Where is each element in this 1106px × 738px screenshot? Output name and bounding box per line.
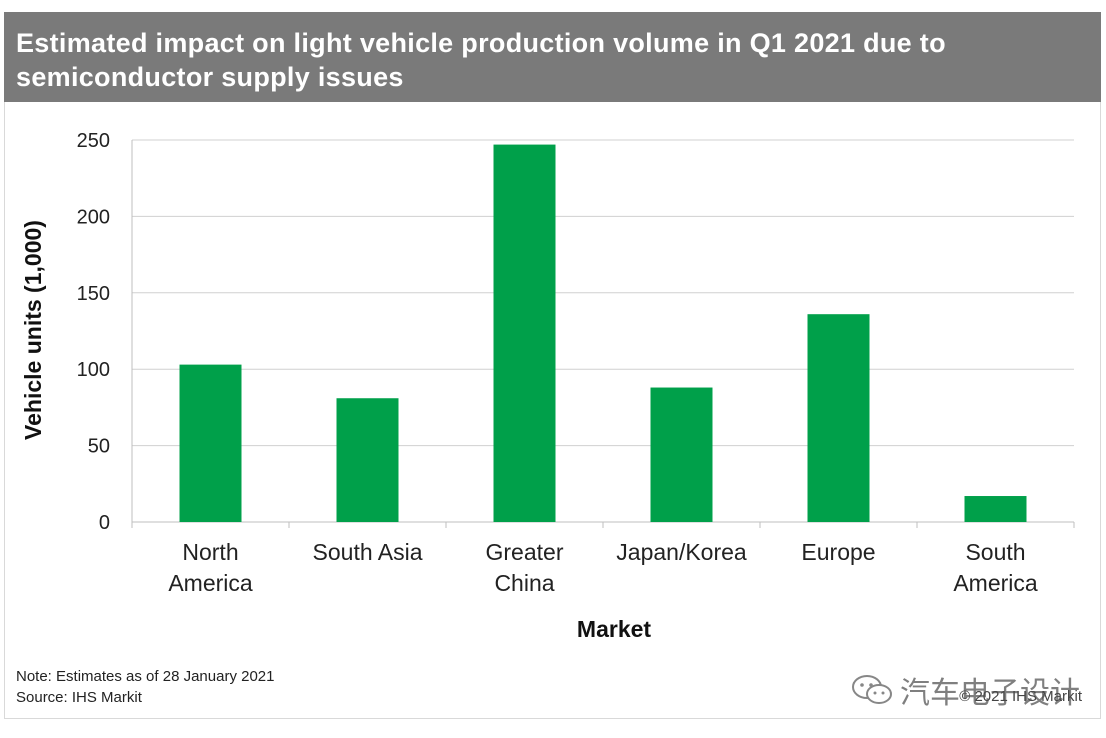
bar xyxy=(964,496,1027,522)
copyright-text: © 2021 IHS Markit xyxy=(959,688,1082,705)
y-tick-label: 150 xyxy=(77,283,110,305)
y-tick-label: 100 xyxy=(77,359,110,381)
note-text: Note: Estimates as of 28 January 2021 xyxy=(16,668,275,685)
watermark-text: 汽车电子设计 xyxy=(900,677,1080,710)
wechat-icon xyxy=(852,675,892,704)
bar xyxy=(807,314,870,522)
bar xyxy=(650,387,713,522)
x-tick-label: America xyxy=(953,570,1038,596)
y-tick-label: 200 xyxy=(77,206,110,228)
x-tick-label: North xyxy=(182,539,238,565)
y-tick-label: 50 xyxy=(88,436,110,458)
x-tick-label: Japan/Korea xyxy=(616,539,747,565)
bar xyxy=(336,398,399,522)
x-tick-label: South Asia xyxy=(313,539,423,565)
bar xyxy=(493,144,556,523)
chart-notes: Note: Estimates as of 28 January 2021 So… xyxy=(16,666,274,708)
source-text: Source: IHS Markit xyxy=(16,689,142,706)
x-tick-label: China xyxy=(494,570,554,596)
title-bar: Estimated impact on light vehicle produc… xyxy=(4,12,1101,102)
x-tick-label: Greater xyxy=(486,539,564,565)
chart-title: Estimated impact on light vehicle produc… xyxy=(16,28,946,92)
bar xyxy=(179,364,242,522)
x-axis-title: Market xyxy=(577,616,651,642)
x-tick-label: Europe xyxy=(801,539,875,565)
y-tick-label: 0 xyxy=(99,512,110,534)
y-axis-title: Vehicle units (1,000) xyxy=(20,220,46,440)
x-tick-label: South xyxy=(965,539,1025,565)
y-tick-label: 250 xyxy=(77,130,110,152)
x-tick-label: America xyxy=(168,570,253,596)
watermark: 汽车电子设计 xyxy=(850,668,1080,712)
